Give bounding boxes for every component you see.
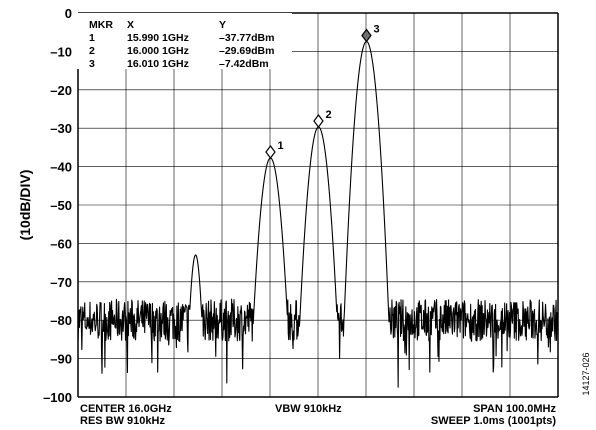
marker-table-row2-y: –29.69dBm <box>219 45 274 57</box>
footer-span: SPAN 100.0MHz <box>473 403 556 415</box>
y-tick-label: –30 <box>50 121 72 136</box>
y-tick-label: –60 <box>50 236 72 251</box>
footer-center: CENTER 16.0GHz <box>80 403 172 415</box>
y-tick-label: –80 <box>50 313 72 328</box>
marker-table-header-y: Y <box>219 19 226 31</box>
marker-table: MKR X Y 1 15.990 1GHz –37.77dBm 2 16.000… <box>89 19 274 70</box>
marker-table-row1-x: 15.990 1GHz <box>127 32 189 44</box>
marker-table-row2-x: 16.000 1GHz <box>127 45 189 57</box>
marker-table-row3-mkr: 3 <box>89 58 95 70</box>
footer-res-bw: RES BW 910kHz <box>80 415 165 427</box>
figure-id: 14127-026 <box>581 352 591 395</box>
y-tick-label: 0 <box>65 6 72 21</box>
marker-table-header-x: X <box>127 19 134 31</box>
y-tick-label: –100 <box>43 390 72 405</box>
marker-diamond-2 <box>313 114 324 129</box>
marker-label-1: 1 <box>277 140 283 152</box>
marker-table-row1-y: –37.77dBm <box>219 32 274 44</box>
marker-table-row2-mkr: 2 <box>89 45 95 57</box>
marker-table-header-mkr: MKR <box>89 19 113 31</box>
y-tick-label: –90 <box>50 352 72 367</box>
y-tick-label: –50 <box>50 198 72 213</box>
y-tick-label: –70 <box>50 275 72 290</box>
marker-table-row3-x: 16.010 1GHz <box>127 58 189 70</box>
y-tick-label: –10 <box>50 44 72 59</box>
footer-sweep: SWEEP 1.0ms (1001pts) <box>431 415 556 427</box>
marker-diamond-1 <box>265 145 276 160</box>
marker-label-3: 3 <box>373 23 379 35</box>
marker-diamond-3 <box>361 28 372 43</box>
y-tick-label: –20 <box>50 83 72 98</box>
y-tick-label: –40 <box>50 160 72 175</box>
footer-vbw: VBW 910kHz <box>275 403 342 415</box>
marker-table-row3-y: –7.42dBm <box>219 58 269 70</box>
y-tick-labels: 0 –10 –20 –30 –40 –50 –60 –70 –80 –90 –100 <box>43 6 72 405</box>
marker-label-2: 2 <box>325 109 331 121</box>
chart-grid <box>77 12 559 398</box>
footer: CENTER 16.0GHz RES BW 910kHz VBW 910kHz … <box>80 403 556 427</box>
y-axis-label: (10dB/DIV) <box>17 170 33 241</box>
marker-table-row1-mkr: 1 <box>89 32 95 44</box>
marker-table-bg <box>77 13 292 69</box>
marker-layer: 1 2 3 <box>265 23 380 160</box>
